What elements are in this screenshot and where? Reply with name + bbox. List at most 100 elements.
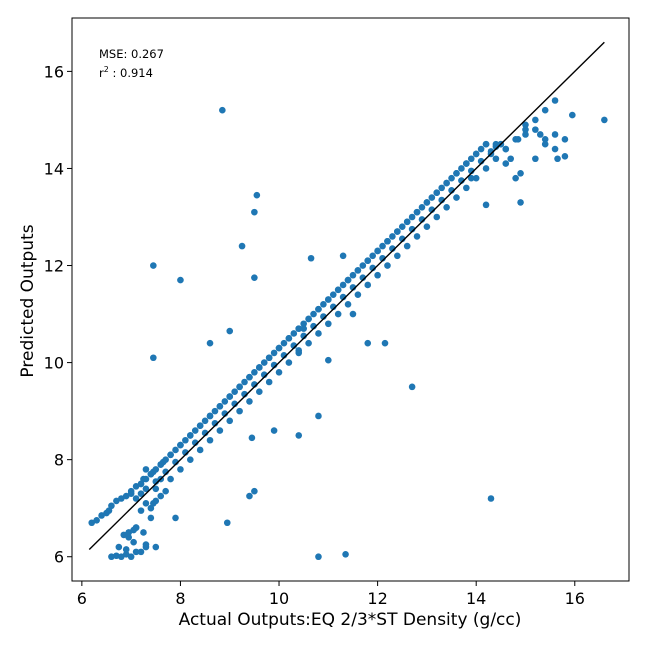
data-point — [374, 247, 381, 255]
data-point — [522, 126, 529, 133]
data-point — [472, 150, 480, 158]
data-point — [113, 552, 120, 560]
data-point — [285, 359, 293, 366]
y-axis-ticks: 6 8 10 12 14 16 — [44, 62, 72, 567]
data-point — [147, 514, 155, 522]
data-point — [295, 432, 303, 439]
data-point — [467, 174, 475, 182]
data-point — [433, 189, 441, 197]
data-point — [152, 485, 160, 493]
data-point — [251, 487, 258, 495]
data-point — [487, 495, 495, 502]
data-point — [448, 174, 455, 182]
x-tick-label: 12 — [367, 589, 387, 608]
x-tick-label: 6 — [77, 589, 87, 608]
data-point — [172, 446, 179, 454]
data-point — [403, 218, 411, 226]
data-point — [196, 446, 204, 454]
data-point — [423, 223, 431, 230]
data-point — [251, 274, 258, 281]
data-point — [507, 155, 514, 163]
data-point — [206, 339, 214, 347]
data-point — [177, 276, 184, 284]
data-point — [270, 427, 278, 434]
data-point — [433, 213, 441, 221]
data-point — [226, 417, 234, 425]
data-point — [403, 242, 411, 250]
data-point — [463, 160, 470, 167]
data-point — [105, 507, 113, 514]
data-point — [122, 546, 130, 553]
data-point — [359, 262, 367, 269]
data-point — [325, 320, 332, 328]
r2-superscript: 2 — [104, 65, 109, 74]
data-point — [428, 194, 436, 201]
data-point — [137, 507, 145, 514]
data-point — [532, 126, 539, 133]
data-point — [389, 233, 396, 240]
data-point — [113, 497, 120, 505]
data-point — [307, 254, 315, 262]
data-point — [122, 551, 130, 558]
data-point — [354, 267, 362, 274]
data-point — [532, 155, 539, 163]
data-point — [140, 529, 147, 536]
y-tick-label: 14 — [44, 159, 64, 178]
data-point — [238, 242, 246, 250]
data-point — [253, 191, 261, 199]
data-point — [458, 165, 465, 172]
data-point — [177, 441, 184, 449]
data-point — [98, 512, 105, 519]
data-point — [295, 347, 303, 354]
r2-annotation: r2 : 0.914 — [99, 65, 153, 80]
data-point — [270, 349, 278, 357]
data-point — [275, 344, 283, 352]
data-point — [492, 155, 500, 163]
data-point — [246, 398, 253, 405]
data-point — [221, 398, 229, 405]
data-point — [300, 320, 307, 328]
y-tick-label: 16 — [44, 62, 64, 81]
data-point — [561, 153, 569, 160]
data-point — [120, 531, 128, 539]
x-tick-label: 16 — [565, 589, 585, 608]
data-point — [260, 359, 268, 366]
data-point — [325, 356, 332, 364]
data-point — [517, 170, 524, 177]
data-point — [453, 194, 460, 201]
data-point — [374, 271, 381, 279]
data-point — [256, 364, 263, 371]
data-point — [344, 301, 352, 308]
data-point — [413, 233, 421, 240]
data-point — [512, 174, 519, 182]
data-point — [453, 170, 460, 177]
data-point — [541, 106, 549, 114]
y-tick-label: 6 — [54, 548, 64, 567]
data-point — [251, 208, 258, 216]
data-point — [467, 155, 475, 163]
data-point — [502, 160, 510, 167]
data-point — [127, 490, 135, 497]
data-point — [443, 203, 450, 211]
data-point — [541, 140, 549, 148]
data-point — [150, 500, 157, 507]
y-axis-label: Predicted Outputs — [18, 224, 38, 377]
data-point — [280, 339, 288, 347]
data-point — [536, 131, 544, 138]
data-point — [443, 179, 450, 187]
data-point — [211, 407, 219, 415]
data-point — [364, 257, 372, 264]
data-point — [231, 388, 238, 396]
data-point — [541, 136, 549, 143]
data-point — [196, 422, 204, 429]
data-point — [167, 451, 174, 459]
plot-background — [72, 18, 629, 581]
data-point — [463, 184, 470, 192]
data-point — [554, 155, 561, 163]
data-point — [142, 541, 150, 548]
data-point — [315, 305, 322, 313]
data-point — [150, 262, 157, 269]
data-point — [305, 315, 312, 323]
data-point — [157, 492, 165, 500]
data-point — [147, 504, 155, 512]
